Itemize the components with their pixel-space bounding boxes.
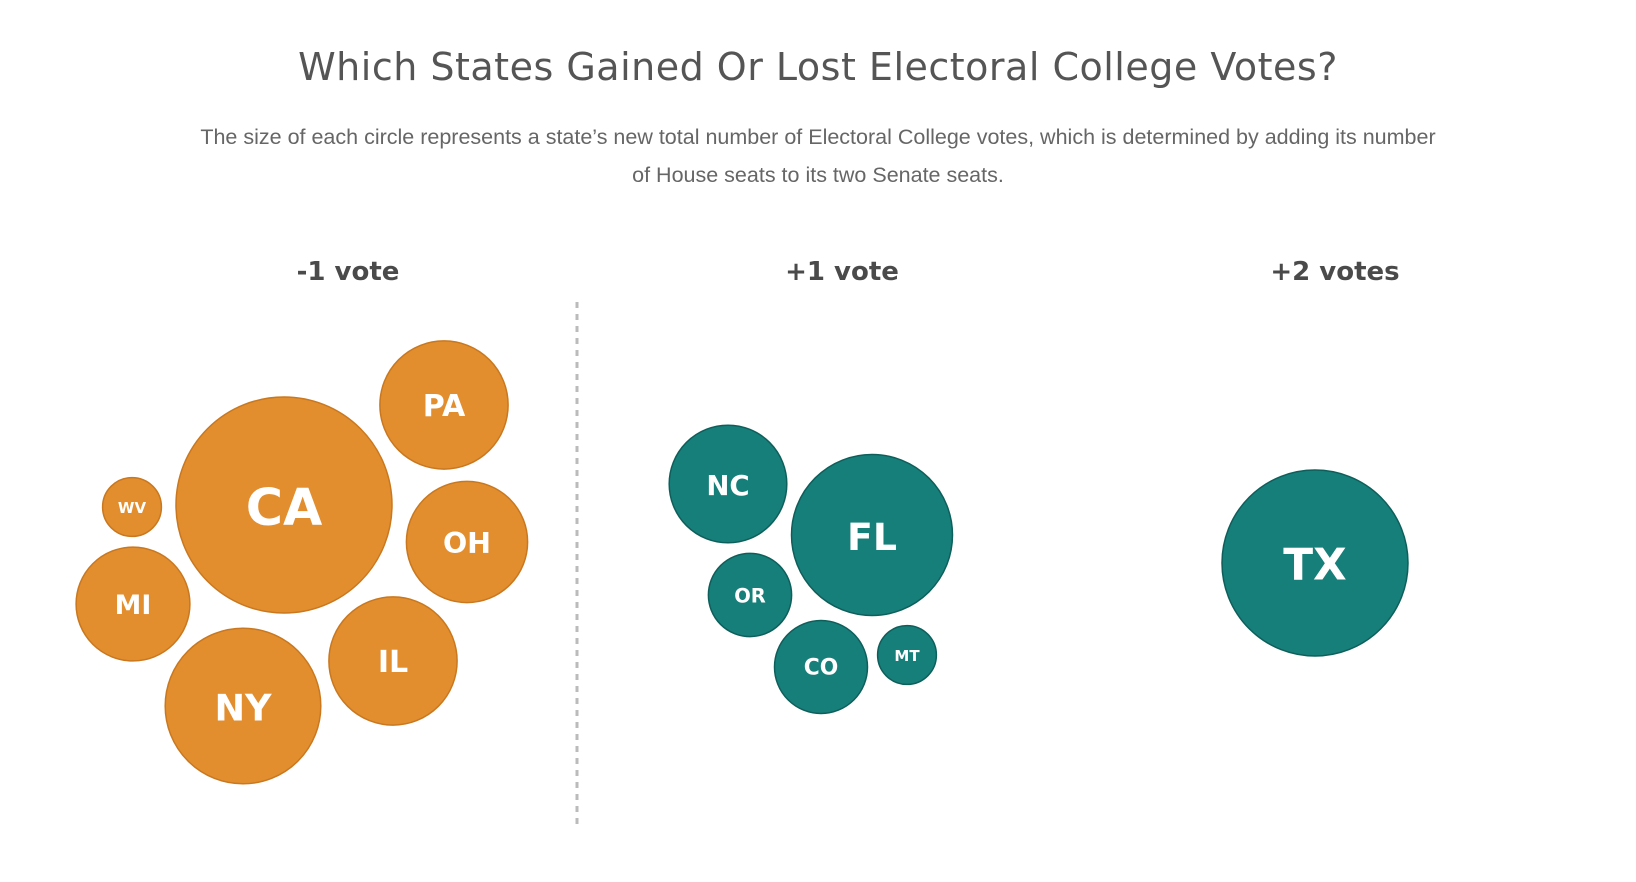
bubble-mi[interactable] xyxy=(75,546,191,662)
bubble-label-pa: PA xyxy=(423,389,466,424)
bubble-label-ny: NY xyxy=(214,686,272,729)
bubble-wv[interactable] xyxy=(101,476,163,538)
bubble-label-tx: TX xyxy=(1283,540,1346,591)
group-label-1-vote: +1 vote xyxy=(785,257,899,287)
group-label-2-votes: +2 votes xyxy=(1270,257,1399,287)
bubble-fl[interactable] xyxy=(790,453,954,617)
bubble-tx[interactable] xyxy=(1221,469,1409,657)
bubble-co[interactable] xyxy=(773,619,869,715)
chart-subtitle: The size of each circle represents a sta… xyxy=(200,125,1436,187)
bubble-label-oh: OH xyxy=(443,527,491,560)
bubble-label-mi: MI xyxy=(115,590,152,621)
bubble-ca[interactable] xyxy=(175,396,393,614)
bubble-or[interactable] xyxy=(707,552,793,638)
bubble-group-2-votes: +2 votes TX xyxy=(1221,257,1409,657)
bubble-il[interactable] xyxy=(328,596,458,726)
bubble-pa[interactable] xyxy=(379,340,509,470)
bubble-mt[interactable] xyxy=(876,624,938,686)
chart-title: Which States Gained Or Lost Electoral Co… xyxy=(298,45,1338,89)
bubble-group-1-vote: +1 vote FL NC CO OR MT xyxy=(668,257,954,715)
bubble-label-fl: FL xyxy=(847,515,897,559)
bubble-label-mt: MT xyxy=(894,647,920,665)
bubble-label-il: IL xyxy=(378,645,408,680)
bubble-label-nc: NC xyxy=(706,469,749,502)
bubble-label-co: CO xyxy=(804,656,839,681)
bubble-label-ca: CA xyxy=(246,478,323,537)
bubble-ny[interactable] xyxy=(164,627,322,785)
group-label-1-vote: -1 vote xyxy=(297,257,400,287)
bubble-group-1-vote: -1 vote CA NY PA IL OH MI WV xyxy=(75,257,529,785)
bubble-label-wv: WV xyxy=(118,499,147,517)
bubble-label-or: OR xyxy=(734,584,766,607)
bubble-nc[interactable] xyxy=(668,424,788,544)
bubble-oh[interactable] xyxy=(405,480,529,604)
